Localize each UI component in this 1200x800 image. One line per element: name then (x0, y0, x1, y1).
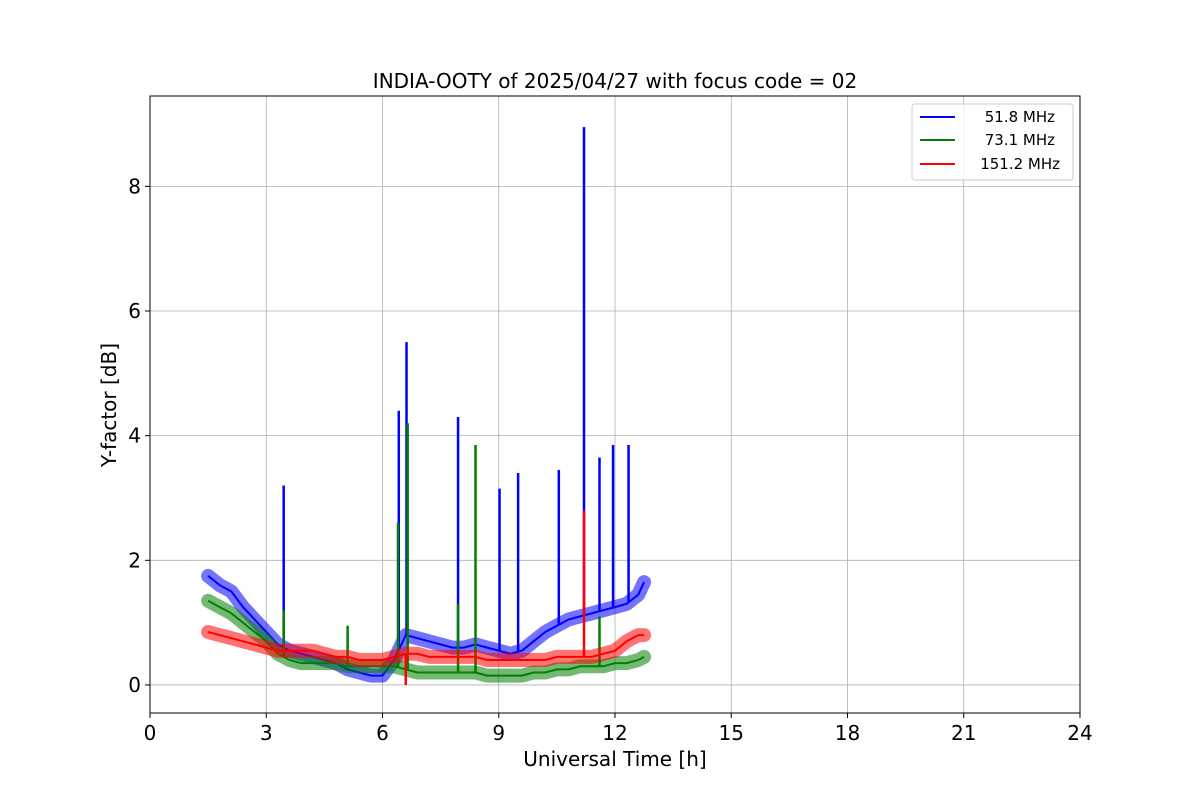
y-tick-label: 2 (128, 548, 141, 572)
x-tick-label: 12 (602, 721, 627, 745)
legend-label-51-8: 51.8 MHz (985, 108, 1055, 126)
series-line-151-2-mhz (207, 631, 645, 661)
y-axis-label: Y-factor [dB] (97, 343, 121, 468)
legend: 51.8 MHz 73.1 MHz 151.2 MHz (911, 103, 1074, 181)
y-tick-label: 4 (128, 424, 141, 448)
x-tick-label: 0 (144, 721, 157, 745)
y-tick-label: 0 (128, 673, 141, 697)
x-tick-label: 6 (376, 721, 389, 745)
x-tick-label: 9 (492, 721, 505, 745)
x-tick-label: 21 (951, 721, 976, 745)
legend-label-151-2: 151.2 MHz (980, 155, 1060, 173)
y-tick-label: 8 (128, 174, 141, 198)
legend-box (911, 103, 1074, 181)
y-tick-label: 6 (128, 299, 141, 323)
series-layer (201, 127, 652, 685)
x-tick-label: 3 (260, 721, 273, 745)
x-tick-label: 15 (719, 721, 744, 745)
x-tick-label: 24 (1067, 721, 1092, 745)
x-axis-label: Universal Time [h] (523, 747, 706, 771)
legend-label-73-1: 73.1 MHz (985, 131, 1055, 149)
x-tick-label: 18 (835, 721, 860, 745)
chart-title: INDIA-OOTY of 2025/04/27 with focus code… (373, 69, 857, 93)
